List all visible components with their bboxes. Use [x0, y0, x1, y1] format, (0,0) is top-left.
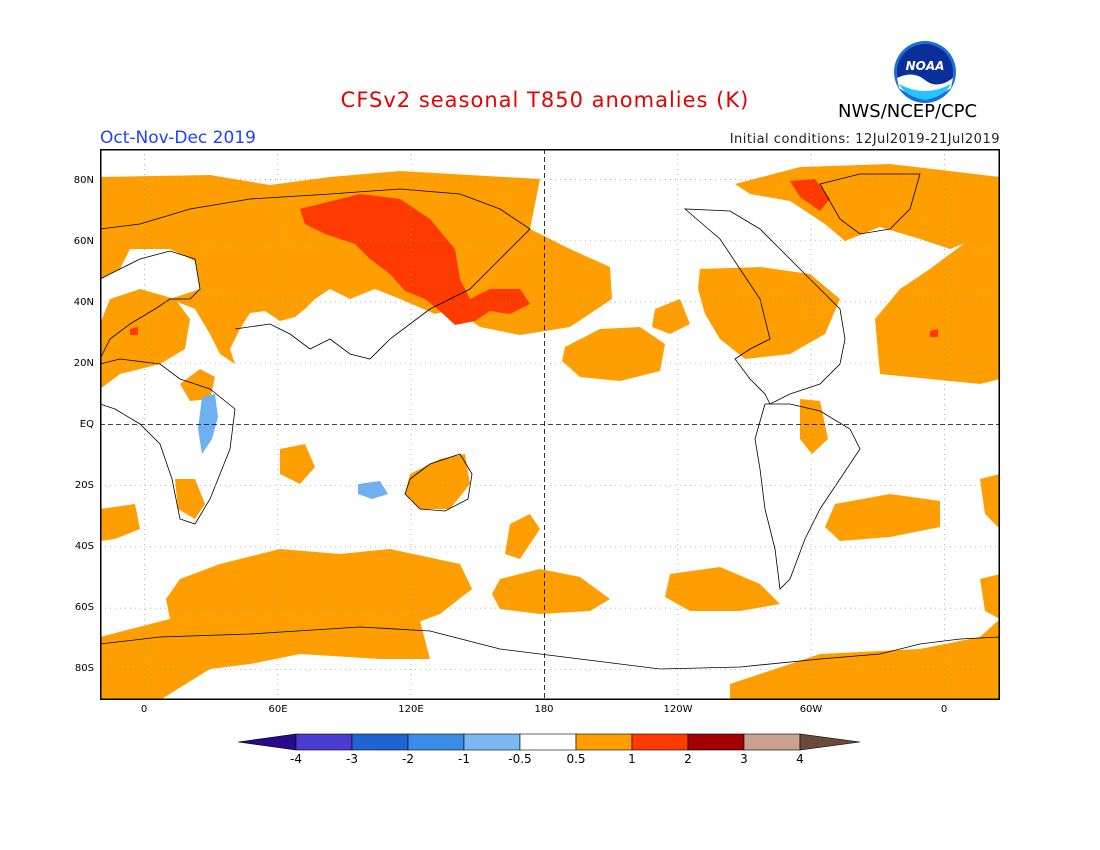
warm-anomaly-regions	[100, 164, 1000, 700]
color-bar-swatch	[351, 733, 409, 751]
lat-label: EQ	[79, 419, 94, 430]
sahara-strong-region	[130, 327, 138, 335]
figure-title: CFSv2 seasonal T850 anomalies (K)	[340, 88, 750, 112]
lat-label: 40S	[74, 541, 94, 552]
africa-coastline	[100, 358, 236, 525]
color-bar-swatch	[407, 733, 465, 751]
north-america-coastline	[683, 208, 846, 405]
noaa-logo-text: NOAA	[906, 59, 945, 73]
noaa-logo: NOAA	[894, 41, 956, 103]
season-label: Oct-Nov-Dec 2019	[100, 128, 256, 148]
color-bar-swatch	[463, 733, 521, 751]
south-america-coastline	[754, 403, 861, 590]
anomaly-map	[100, 149, 1000, 700]
australia-coastline	[404, 453, 473, 512]
lon-label: 180	[534, 704, 554, 715]
color-bar-swatch	[519, 733, 577, 751]
asia-coastline	[100, 188, 531, 360]
color-bar-label: -3	[346, 752, 358, 766]
color-bar-label: 3	[740, 752, 748, 766]
lon-label: 120W	[663, 704, 693, 715]
initial-conditions-label: Initial conditions: 12Jul2019-21Jul2019	[729, 132, 1000, 147]
north-atlantic-warm-region	[875, 199, 1000, 384]
antarctic-warm-region-west	[100, 617, 430, 700]
south-atlantic-west-warm-region	[100, 504, 140, 541]
eurasia-warm-region	[100, 171, 612, 364]
lon-label: 0	[140, 704, 148, 715]
color-bar-swatch	[631, 733, 689, 751]
east-africa-cool-region	[198, 394, 218, 454]
color-bar-label: -0.5	[508, 752, 532, 766]
color-bar	[238, 733, 861, 751]
west-europe-warm-region	[100, 289, 190, 389]
reference-lines	[100, 149, 1000, 700]
greenland-coastline	[819, 173, 921, 235]
south-africa-warm-region	[175, 479, 205, 519]
color-bar-label: -2	[402, 752, 414, 766]
lon-label: 120E	[398, 704, 424, 715]
south-atlantic-warm-region	[825, 494, 940, 541]
organization-label: NWS/NCEP/CPC	[838, 101, 978, 122]
lon-label: 0	[940, 704, 948, 715]
southeast-atlantic-warm-region	[980, 474, 1000, 529]
lat-label: 40N	[73, 297, 94, 308]
east-pacific-warm-region	[652, 299, 690, 334]
north-america-warm-region	[698, 267, 840, 359]
amazon-warm-region	[800, 399, 828, 454]
lat-label: 20S	[74, 480, 94, 491]
color-bar-swatch	[687, 733, 745, 751]
strong-warm-anomaly-regions	[130, 179, 938, 337]
color-bar-arrow-low	[238, 733, 297, 751]
atlantic-strong-region	[930, 329, 938, 337]
south-pacific-warm-region	[492, 569, 610, 614]
color-bar-label: 0.5	[566, 752, 586, 766]
north-pacific-warm-region	[562, 327, 665, 381]
lon-label: 60W	[799, 704, 823, 715]
lat-label: 80S	[74, 663, 94, 674]
antarctica-coastline	[100, 626, 1000, 670]
lat-label: 60S	[74, 602, 94, 613]
lat-label: 20N	[73, 358, 94, 369]
map-frame	[100, 149, 1000, 700]
coastlines	[100, 173, 1000, 670]
southeast-pacific-warm-region	[665, 567, 780, 611]
color-bar-label: -1	[458, 752, 470, 766]
australia-warm-region	[405, 454, 470, 509]
color-bar-swatch	[575, 733, 633, 751]
siberia-strong-region	[300, 194, 530, 325]
color-bar-swatch	[295, 733, 353, 751]
color-bar-arrow-high	[799, 733, 861, 751]
new-zealand-warm-region	[505, 514, 540, 559]
antarctic-warm-region-east	[730, 619, 1000, 700]
southern-ocean-warm-region	[166, 549, 472, 629]
europe-coastline	[100, 250, 201, 360]
lon-label: 60E	[268, 704, 288, 715]
color-bar-label: 4	[796, 752, 804, 766]
color-bar-label: -4	[290, 752, 302, 766]
color-bar-label: 2	[684, 752, 692, 766]
color-bar-swatch	[743, 733, 801, 751]
indian-ocean-warm-region	[280, 444, 315, 484]
lat-label: 60N	[73, 236, 94, 247]
color-bar-label: 1	[628, 752, 636, 766]
lat-label: 80N	[73, 175, 94, 186]
greenland-strong-region	[790, 179, 830, 211]
